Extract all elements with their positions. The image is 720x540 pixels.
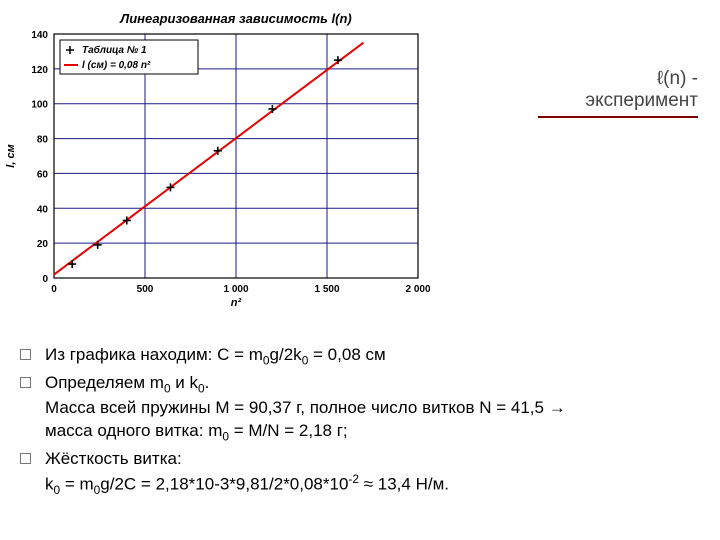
linearized-chart: 0 500 1 000 1 500 2 000 0 20 40 60 80 100 120 140 n² l… <box>0 6 430 312</box>
svg-text:n²: n² <box>231 297 242 309</box>
title-underline <box>538 116 698 118</box>
svg-text:l, см: l, см <box>5 144 17 167</box>
svg-text:80: 80 <box>37 135 49 146</box>
bullet-marker <box>20 377 31 388</box>
bullet-item: Определяем m0 и k0.Масса всей пружины M … <box>20 372 700 444</box>
bullet-text: Определяем m0 и k0.Масса всей пружины M … <box>45 372 700 444</box>
svg-text:0: 0 <box>42 274 48 285</box>
svg-text:Таблица № 1: Таблица № 1 <box>82 44 147 56</box>
svg-text:60: 60 <box>37 169 49 180</box>
slide-title-line2: эксперимент <box>538 90 698 112</box>
svg-text:1 500: 1 500 <box>314 284 339 295</box>
svg-text:2 000: 2 000 <box>405 284 430 295</box>
svg-text:20: 20 <box>37 239 49 250</box>
bullet-list: Из графика находим: C = m0g/2k0 = 0,08 с… <box>20 344 700 502</box>
svg-text:120: 120 <box>31 65 48 76</box>
bullet-text: Из графика находим: C = m0g/2k0 = 0,08 с… <box>45 344 700 368</box>
bullet-marker <box>20 453 31 464</box>
svg-text:500: 500 <box>137 284 154 295</box>
svg-text:Линеаризованная зависимость l(: Линеаризованная зависимость l(n) <box>119 11 351 26</box>
svg-text:1 000: 1 000 <box>223 284 248 295</box>
svg-text:40: 40 <box>37 204 49 215</box>
svg-text:0: 0 <box>51 284 57 295</box>
bullet-text: Жёсткость витка:k0 = m0g/2C = 2,18*10-3*… <box>45 448 700 498</box>
slide-title: ℓ(n) - эксперимент <box>538 68 698 118</box>
svg-text:l (см) = 0,08 n²: l (см) = 0,08 n² <box>82 60 151 71</box>
bullet-marker <box>20 349 31 360</box>
bullet-item: Жёсткость витка:k0 = m0g/2C = 2,18*10-3*… <box>20 448 700 498</box>
slide-title-line1: ℓ(n) - <box>538 68 698 90</box>
svg-text:100: 100 <box>31 100 48 111</box>
bullet-item: Из графика находим: C = m0g/2k0 = 0,08 с… <box>20 344 700 368</box>
svg-text:140: 140 <box>31 30 48 41</box>
chart-container: 0 500 1 000 1 500 2 000 0 20 40 60 80 100 120 140 n² l… <box>0 6 430 312</box>
